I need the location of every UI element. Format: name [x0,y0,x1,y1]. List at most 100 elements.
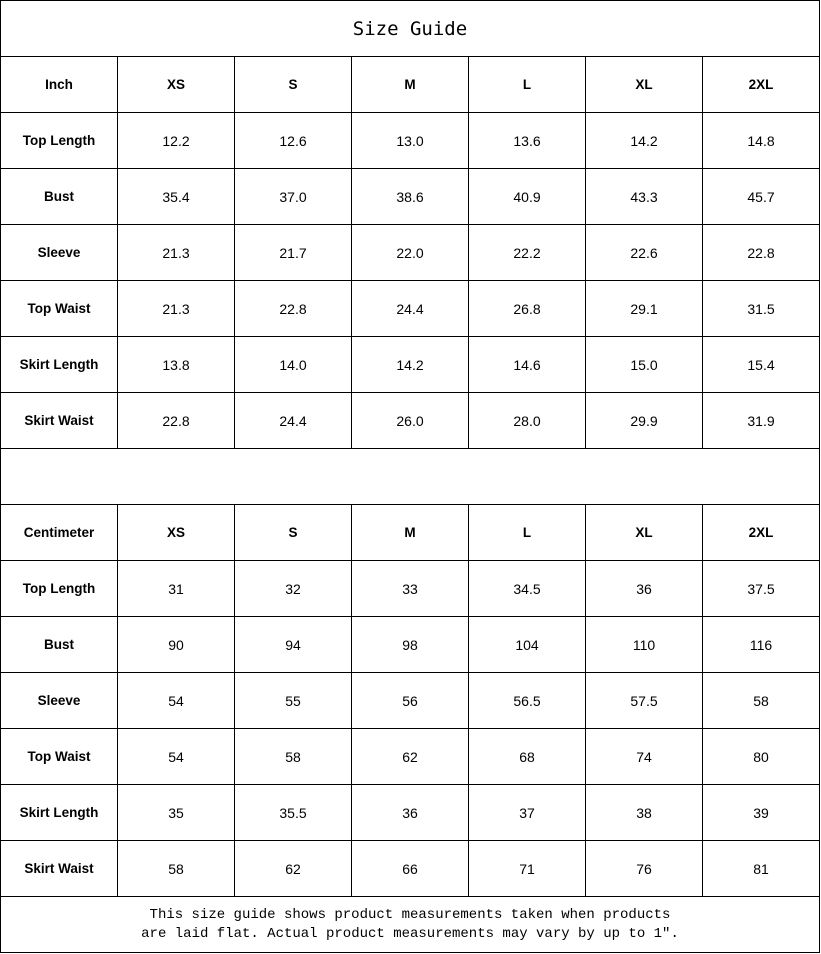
measurement-label: Top Waist [0,728,118,785]
measurement-value: 58 [702,672,820,729]
measurement-value: 35 [117,784,235,841]
measurement-value: 104 [468,616,586,673]
measurement-value: 22.8 [234,280,352,337]
measurement-value: 68 [468,728,586,785]
measurement-value: 29.9 [585,392,703,449]
measurement-value: 24.4 [234,392,352,449]
measurement-value: 14.2 [585,112,703,169]
measurement-value: 39 [702,784,820,841]
size-header: XS [117,56,235,113]
measurement-value: 38 [585,784,703,841]
measurement-value: 43.3 [585,168,703,225]
measurement-value: 24.4 [351,280,469,337]
measurement-value: 15.0 [585,336,703,393]
measurement-value: 36 [585,560,703,617]
measurement-value: 38.6 [351,168,469,225]
measurement-value: 76 [585,840,703,897]
measurement-label: Top Length [0,112,118,169]
measurement-value: 56.5 [468,672,586,729]
measurement-value: 31.9 [702,392,820,449]
table-row: Sleeve 21.3 21.7 22.0 22.2 22.6 22.8 [0,224,820,281]
size-header: L [468,504,586,561]
measurement-label: Top Length [0,560,118,617]
measurement-value: 90 [117,616,235,673]
measurement-value: 35.5 [234,784,352,841]
measurement-value: 12.2 [117,112,235,169]
measurement-value: 22.0 [351,224,469,281]
measurement-value: 94 [234,616,352,673]
size-header: S [234,504,352,561]
size-header: XS [117,504,235,561]
measurement-value: 14.6 [468,336,586,393]
measurement-value: 26.8 [468,280,586,337]
measurement-value: 110 [585,616,703,673]
size-header: L [468,56,586,113]
size-header: 2XL [702,504,820,561]
table-row: Top Waist 54 58 62 68 74 80 [0,728,820,785]
measurement-label: Skirt Length [0,784,118,841]
measurement-value: 14.2 [351,336,469,393]
measurement-value: 29.1 [585,280,703,337]
measurement-value: 80 [702,728,820,785]
measurement-value: 37 [468,784,586,841]
measurement-value: 62 [234,840,352,897]
measurement-label: Bust [0,616,118,673]
table-row: Skirt Waist 22.8 24.4 26.0 28.0 29.9 31.9 [0,392,820,449]
measurement-value: 32 [234,560,352,617]
measurement-value: 40.9 [468,168,586,225]
measurement-value: 98 [351,616,469,673]
table-row: Top Waist 21.3 22.8 24.4 26.8 29.1 31.5 [0,280,820,337]
unit-label: Inch [0,56,118,113]
cm-header-row: Centimeter XS S M L XL 2XL [0,504,820,561]
footer-row: This size guide shows product measuremen… [0,896,820,953]
measurement-label: Top Waist [0,280,118,337]
measurement-value: 14.0 [234,336,352,393]
measurement-value: 45.7 [702,168,820,225]
measurement-label: Bust [0,168,118,225]
measurement-value: 81 [702,840,820,897]
measurement-value: 22.6 [585,224,703,281]
measurement-value: 28.0 [468,392,586,449]
measurement-value: 34.5 [468,560,586,617]
measurement-value: 56 [351,672,469,729]
measurement-value: 14.8 [702,112,820,169]
measurement-value: 57.5 [585,672,703,729]
measurement-label: Skirt Waist [0,840,118,897]
measurement-value: 62 [351,728,469,785]
measurement-value: 37.0 [234,168,352,225]
size-header: M [351,56,469,113]
measurement-value: 22.2 [468,224,586,281]
measurement-value: 36 [351,784,469,841]
measurement-value: 21.3 [117,280,235,337]
footer-note: This size guide shows product measuremen… [0,896,820,953]
measurement-value: 37.5 [702,560,820,617]
measurement-value: 54 [117,672,235,729]
spacer-row [0,448,820,505]
measurement-value: 55 [234,672,352,729]
inch-header-row: Inch XS S M L XL 2XL [0,56,820,113]
measurement-value: 22.8 [702,224,820,281]
spacer-cell [0,448,820,505]
size-header: S [234,56,352,113]
measurement-label: Sleeve [0,672,118,729]
table-row: Skirt Waist 58 62 66 71 76 81 [0,840,820,897]
measurement-value: 74 [585,728,703,785]
measurement-value: 58 [117,840,235,897]
table-row: Top Length 12.2 12.6 13.0 13.6 14.2 14.8 [0,112,820,169]
measurement-value: 13.6 [468,112,586,169]
measurement-value: 21.3 [117,224,235,281]
table-row: Skirt Length 13.8 14.0 14.2 14.6 15.0 15.4 [0,336,820,393]
measurement-value: 15.4 [702,336,820,393]
measurement-value: 22.8 [117,392,235,449]
measurement-value: 31 [117,560,235,617]
footer-line: This size guide shows product measuremen… [149,906,671,923]
measurement-value: 66 [351,840,469,897]
unit-label: Centimeter [0,504,118,561]
footer-line: are laid flat. Actual product measuremen… [141,925,679,942]
measurement-label: Skirt Waist [0,392,118,449]
measurement-value: 21.7 [234,224,352,281]
measurement-value: 26.0 [351,392,469,449]
measurement-value: 13.0 [351,112,469,169]
measurement-label: Sleeve [0,224,118,281]
